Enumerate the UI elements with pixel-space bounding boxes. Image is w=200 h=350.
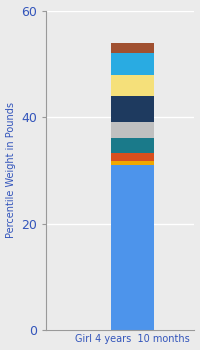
Bar (111, 96, 154, 122)
Bar (111, 53, 154, 75)
Bar (111, 153, 154, 161)
Bar (111, 165, 154, 330)
Bar (111, 161, 154, 165)
Bar (111, 122, 154, 139)
Bar (111, 75, 154, 96)
Bar (111, 139, 154, 153)
Y-axis label: Percentile Weight in Pounds: Percentile Weight in Pounds (6, 103, 16, 238)
Bar (111, 43, 154, 53)
